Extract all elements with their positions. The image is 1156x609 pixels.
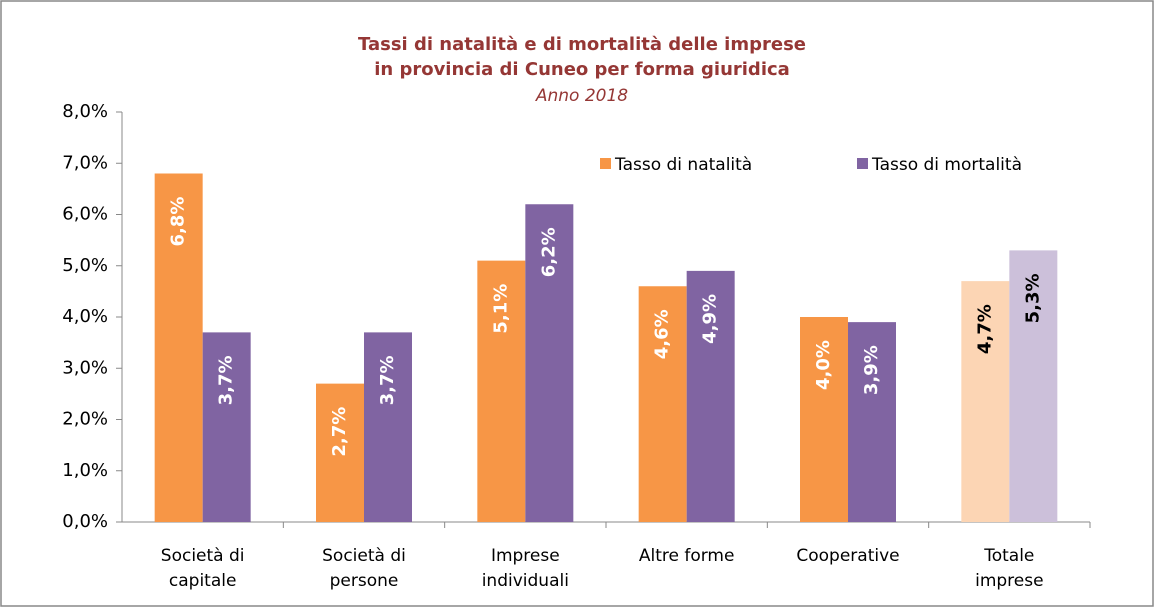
bar: [800, 317, 848, 522]
y-tick-label: 2,0%: [62, 409, 108, 430]
chart-title: Tassi di natalità e di mortalità delle i…: [358, 34, 806, 55]
bar: [364, 332, 412, 522]
bar: [686, 270, 735, 522]
bar: [154, 173, 203, 522]
value-label: 6,8%: [168, 197, 189, 247]
y-tick-label: 0,0%: [62, 511, 108, 532]
x-tick-label: Cooperative: [796, 546, 899, 566]
value-label: 4,9%: [700, 294, 721, 344]
bar: [525, 204, 574, 522]
bar: [638, 286, 687, 522]
bar: [848, 322, 896, 522]
value-label: 4,6%: [652, 309, 673, 359]
y-tick-label: 8,0%: [62, 101, 108, 122]
value-label: 4,7%: [974, 304, 995, 354]
bar: [477, 260, 526, 522]
x-tick-label: Società di: [161, 546, 245, 566]
bar: [316, 383, 364, 522]
chart-title: in provincia di Cuneo per forma giuridic…: [374, 59, 790, 80]
bar: [202, 332, 251, 522]
legend-swatch: [600, 158, 611, 169]
x-tick-label: capitale: [169, 571, 237, 591]
y-tick-label: 7,0%: [62, 152, 108, 173]
y-tick-label: 6,0%: [62, 204, 108, 225]
chart-subtitle: Anno 2018: [535, 86, 628, 106]
y-tick-label: 4,0%: [62, 306, 108, 327]
x-tick-label: Altre forme: [639, 546, 735, 566]
value-label: 2,7%: [329, 407, 350, 457]
value-label: 6,2%: [538, 227, 559, 277]
x-tick-label: Società di: [322, 546, 406, 566]
bar: [1009, 250, 1058, 522]
legend-label: Tasso di natalità: [614, 155, 752, 175]
y-tick-label: 3,0%: [62, 357, 108, 378]
value-label: 4,0%: [813, 340, 834, 390]
y-tick-label: 5,0%: [62, 255, 108, 276]
value-label: 3,7%: [377, 355, 398, 405]
value-label: 3,7%: [216, 355, 237, 405]
value-label: 5,3%: [1022, 273, 1043, 323]
bar: [961, 281, 1010, 522]
legend-swatch: [857, 158, 868, 169]
x-tick-label: Totale: [983, 546, 1034, 566]
x-tick-label: persone: [330, 571, 399, 591]
x-tick-label: imprese: [975, 571, 1043, 591]
value-label: 3,9%: [861, 345, 882, 395]
y-tick-label: 1,0%: [62, 460, 108, 481]
x-tick-label: individuali: [482, 571, 569, 591]
legend-label: Tasso di mortalità: [871, 155, 1022, 175]
x-tick-label: Imprese: [491, 546, 560, 566]
value-label: 5,1%: [490, 284, 511, 334]
